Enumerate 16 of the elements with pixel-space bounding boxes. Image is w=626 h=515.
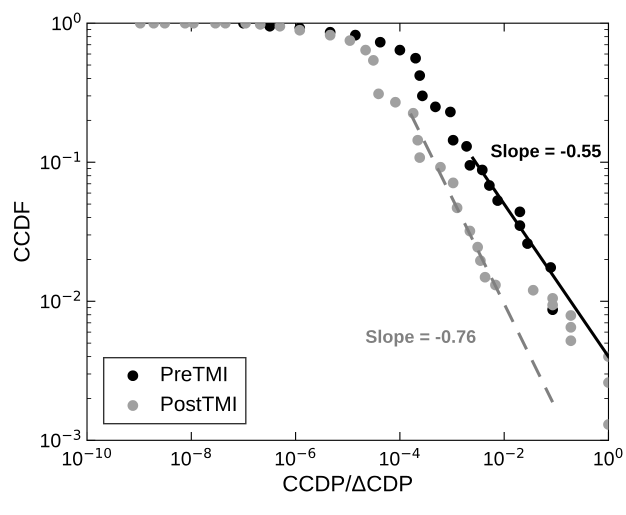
y-tick-label: 10$^{0}$ <box>52 12 81 30</box>
y-tick-label: 10$^{−1}$ <box>41 152 80 170</box>
x-tick-label: 10$^{−4}$ <box>380 448 420 466</box>
y-tick-label: 10$^{−3}$ <box>41 430 80 448</box>
x-axis-title: CCDP/ΔCDP <box>283 475 412 492</box>
annotation: Slope = -0.76 <box>366 330 476 347</box>
x-tick-label: 10$^{0}$ <box>594 448 622 466</box>
y-axis-title: CCDF <box>14 202 30 262</box>
legend-label: PreTMI <box>162 366 226 382</box>
annotation: Slope = -0.55 <box>490 144 601 161</box>
x-tick-label: 10$^{−8}$ <box>171 448 211 466</box>
x-tick-label: 10$^{−10}$ <box>62 448 112 466</box>
y-tick-label: 10$^{−2}$ <box>41 290 80 308</box>
legend-label: PostTMI <box>162 396 236 412</box>
x-tick-label: 10$^{−2}$ <box>484 448 524 466</box>
x-tick-label: 10$^{−6}$ <box>276 448 316 466</box>
